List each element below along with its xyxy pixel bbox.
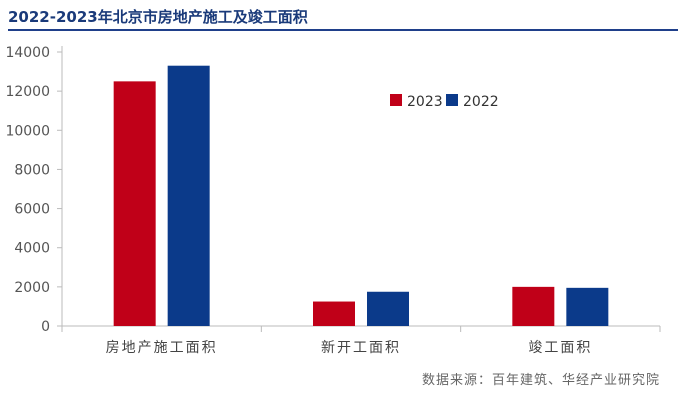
legend-label-2022: 2022 (463, 94, 499, 110)
y-tick-label: 2000 (14, 280, 50, 296)
bar-2023-3 (512, 286, 555, 326)
legend-swatch-2023 (390, 94, 402, 106)
bar-2022-1 (167, 65, 210, 326)
legend-swatch-2022 (446, 94, 458, 106)
bar-2023-2 (313, 301, 355, 326)
bars (113, 65, 609, 326)
data-source-note: 数据来源：百年建筑、华经产业研究院 (421, 373, 660, 388)
y-tick-label: 14000 (5, 45, 50, 61)
x-tick-label: 房地产施工面积 (106, 340, 218, 356)
legend-label-2023: 2023 (407, 94, 443, 110)
bar-2022-3 (566, 287, 609, 326)
x-axis: 房地产施工面积 新开工面积 竣工面积 (61, 325, 661, 356)
y-tick-label: 12000 (5, 84, 50, 100)
y-tick-label: 6000 (14, 202, 50, 218)
y-tick-label: 0 (41, 319, 50, 335)
chart-title: 2022-2023年北京市房地产施工及竣工面积 (8, 8, 308, 26)
y-tick-label: 10000 (5, 123, 50, 139)
bar-2022-2 (367, 291, 409, 326)
y-tick-label: 8000 (14, 162, 50, 178)
x-tick-label: 新开工面积 (321, 340, 401, 356)
legend: 2023 2022 (390, 94, 499, 110)
title-underline (8, 29, 678, 31)
y-axis: 0 2000 4000 6000 8000 10000 12000 14000 (5, 45, 63, 335)
x-tick-label: 竣工面积 (528, 340, 592, 356)
y-tick-label: 4000 (14, 241, 50, 257)
bar-2023-1 (113, 81, 156, 326)
